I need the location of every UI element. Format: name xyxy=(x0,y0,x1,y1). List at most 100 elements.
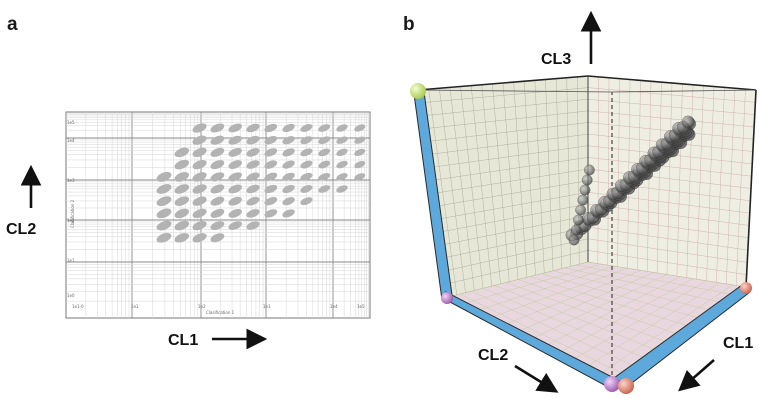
sphere-mark xyxy=(583,164,595,176)
ellipse-mark xyxy=(336,160,348,169)
a-ytick-3: 1e2 xyxy=(67,218,75,223)
grid-line xyxy=(431,157,589,181)
ellipse-mark xyxy=(336,185,348,193)
a-ytick-0: 1e5 xyxy=(67,120,75,125)
ellipse-mark xyxy=(228,172,242,182)
ellipse-mark xyxy=(318,160,331,169)
a-xtick-0: 1e1-0 xyxy=(72,304,84,309)
ellipse-mark xyxy=(192,196,207,206)
ellipse-mark xyxy=(282,123,295,133)
ellipse-mark xyxy=(228,184,242,194)
grid-line xyxy=(587,168,752,189)
ellipse-mark xyxy=(246,123,260,133)
ellipse-mark xyxy=(246,135,260,145)
grid-line xyxy=(461,263,602,305)
panel-a-ylabel: CL2 xyxy=(6,221,36,238)
ellipse-mark xyxy=(282,136,295,145)
ellipse-mark xyxy=(192,233,207,243)
ellipse-mark xyxy=(174,147,190,158)
cube-top-right-edge xyxy=(611,89,757,93)
panel-b-cl1-label: CL1 xyxy=(723,335,753,352)
ellipse-mark xyxy=(210,123,225,133)
ellipse-mark xyxy=(336,124,348,132)
ellipse-mark xyxy=(264,123,278,133)
ellipse-mark xyxy=(210,147,225,157)
ellipse-mark xyxy=(210,184,225,194)
grid-line xyxy=(587,99,755,115)
ellipse-mark xyxy=(246,172,260,182)
sphere-mark xyxy=(577,194,589,206)
ellipse-mark xyxy=(228,160,242,170)
grid-line xyxy=(429,145,589,168)
grid-line xyxy=(598,284,733,376)
panel-b-cl1-arrow xyxy=(678,359,715,392)
panel-b-label: b xyxy=(403,14,415,35)
grid-line xyxy=(570,280,707,361)
ellipse-mark xyxy=(228,221,242,231)
ellipse-mark xyxy=(246,184,260,194)
grid-line xyxy=(557,278,694,354)
ellipse-mark xyxy=(156,220,172,231)
ellipse-mark xyxy=(336,136,348,144)
sphere-mark xyxy=(575,204,587,216)
ellipse-mark xyxy=(354,173,366,181)
grid-line xyxy=(440,215,589,246)
grid-line xyxy=(446,250,589,285)
ellipse-mark xyxy=(156,184,172,194)
corner-sphere-purple-front xyxy=(604,376,620,392)
a-ytick-4: 1e1 xyxy=(67,258,75,263)
ellipse-mark xyxy=(264,172,278,181)
grid-line xyxy=(516,272,654,333)
sphere-mark xyxy=(570,224,582,236)
corner-sphere-green xyxy=(410,83,426,99)
grid-line xyxy=(438,203,589,233)
ellipse-mark xyxy=(174,220,190,231)
ellipse-mark xyxy=(228,208,242,218)
ellipse-mark xyxy=(282,148,295,157)
ellipse-mark xyxy=(318,148,331,157)
panel-a-tick-labels: 1e1-0 1e1 1e2 1e3 1e4 1e5 1e5 1e4 1e3 1e… xyxy=(67,120,365,315)
ellipse-mark xyxy=(300,172,313,181)
a-xtick-3: 1e3 xyxy=(263,304,271,309)
ellipse-mark xyxy=(192,159,207,170)
ellipse-mark xyxy=(354,136,366,144)
ellipse-mark xyxy=(192,123,207,133)
sphere-mark xyxy=(681,115,695,129)
grid-line xyxy=(587,87,756,103)
a-xtick-5: 1e5 xyxy=(357,304,365,309)
panel-b-cube xyxy=(410,75,757,394)
ellipse-mark xyxy=(156,171,172,182)
a-xtick-1: 1e1 xyxy=(131,304,139,309)
a-inner-ylabel: Clasification 2 xyxy=(70,199,75,228)
ellipse-mark xyxy=(156,196,172,207)
ellipse-mark xyxy=(192,220,207,231)
grid-line xyxy=(423,110,589,130)
ellipse-mark xyxy=(282,160,295,169)
ellipse-mark xyxy=(210,233,225,243)
ellipse-mark xyxy=(300,197,313,206)
ellipse-mark xyxy=(300,148,313,157)
ellipse-mark xyxy=(210,208,225,218)
ellipse-mark xyxy=(264,136,278,145)
ellipse-mark xyxy=(282,172,295,181)
ellipse-mark xyxy=(210,221,225,231)
ellipse-mark xyxy=(354,160,366,169)
cube-sphere-cluster xyxy=(565,115,697,246)
ellipse-mark xyxy=(318,185,331,193)
grid-line xyxy=(447,261,589,298)
ellipse-mark xyxy=(210,172,225,182)
panel-a-ellipse-cluster xyxy=(156,123,366,243)
grid-line xyxy=(425,122,589,142)
ellipse-mark xyxy=(246,209,260,218)
ellipse-mark xyxy=(336,173,348,181)
panel-b-zlabel: CL3 xyxy=(541,51,571,68)
ellipse-mark xyxy=(282,209,295,218)
ellipse-mark xyxy=(174,172,190,182)
ellipse-mark xyxy=(174,196,190,206)
grid-line xyxy=(475,265,615,312)
sphere-mark xyxy=(568,234,580,246)
grid-line xyxy=(434,180,589,207)
a-inner-xlabel: Clasification 1 xyxy=(206,310,235,315)
panel-b-cl2-arrow xyxy=(514,364,559,393)
